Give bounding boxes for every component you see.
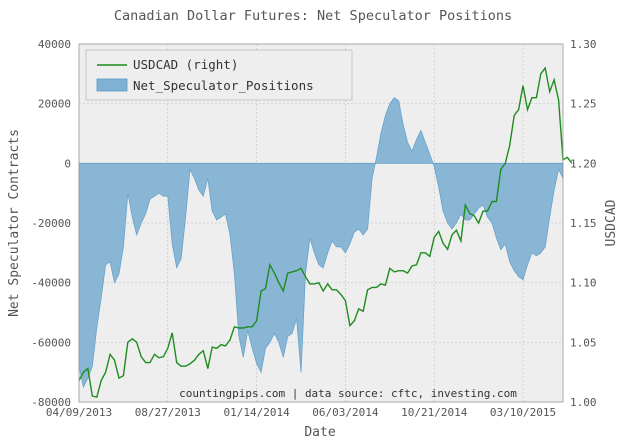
plot-border	[78, 43, 564, 403]
y-left-tick-label: -40000	[31, 277, 71, 290]
y-right-tick-label: 1.15	[570, 217, 597, 230]
x-tick-label: 01/14/2014	[223, 406, 290, 419]
y-left-tick-label: 40000	[38, 38, 71, 51]
legend: USDCAD (right) Net_Speculator_Positions	[85, 49, 353, 101]
usdcad-line	[78, 66, 573, 399]
y-right-tick-label: 1.30	[570, 38, 597, 51]
x-tick-label: 10/21/2014	[401, 406, 468, 419]
legend-box	[85, 49, 353, 101]
x-tick-label: 03/10/2015	[490, 406, 556, 419]
y-left-axis-title: Net Speculator Contracts	[7, 129, 22, 317]
y-right-tick-label: 1.20	[570, 157, 597, 170]
y-left-tick-label: 0	[64, 157, 71, 170]
legend-net-swatch	[96, 78, 128, 92]
y-right-tick-label: 1.05	[570, 336, 597, 349]
credit-text: countingpips.com | data source: cftc, in…	[179, 387, 517, 400]
y-right-tick-label: 1.25	[570, 98, 597, 111]
net-speculator-area	[78, 97, 564, 389]
y-right-tick-label: 1.00	[570, 396, 597, 409]
y-left-tick-label: -60000	[31, 336, 71, 349]
x-tick-label: 06/03/2014	[312, 406, 379, 419]
x-ticks: 04/09/2013 08/27/2013 01/14/2014 06/03/2014…	[46, 406, 556, 419]
y-left-tick-label: -20000	[31, 217, 71, 230]
x-axis-title: Date	[304, 425, 335, 440]
x-tick-label: 08/27/2013	[135, 406, 201, 419]
chart-title: Canadian Dollar Futures: Net Speculator …	[114, 8, 512, 24]
y-left-tick-label: 20000	[38, 98, 71, 111]
y-right-axis-title: USDCAD	[604, 199, 619, 246]
y-left-ticks: 40000 20000 0 -20000 -40000 -60000 -80000	[31, 38, 71, 409]
legend-usdcad-label: USDCAD (right)	[133, 57, 238, 72]
y-right-tick-label: 1.10	[570, 277, 597, 290]
legend-net-label: Net_Speculator_Positions	[133, 78, 314, 93]
x-tick-label: 04/09/2013	[46, 406, 112, 419]
y-left-tick-label: -80000	[31, 396, 71, 409]
y-right-ticks: 1.30 1.25 1.20 1.15 1.10 1.05 1.00	[570, 38, 597, 409]
